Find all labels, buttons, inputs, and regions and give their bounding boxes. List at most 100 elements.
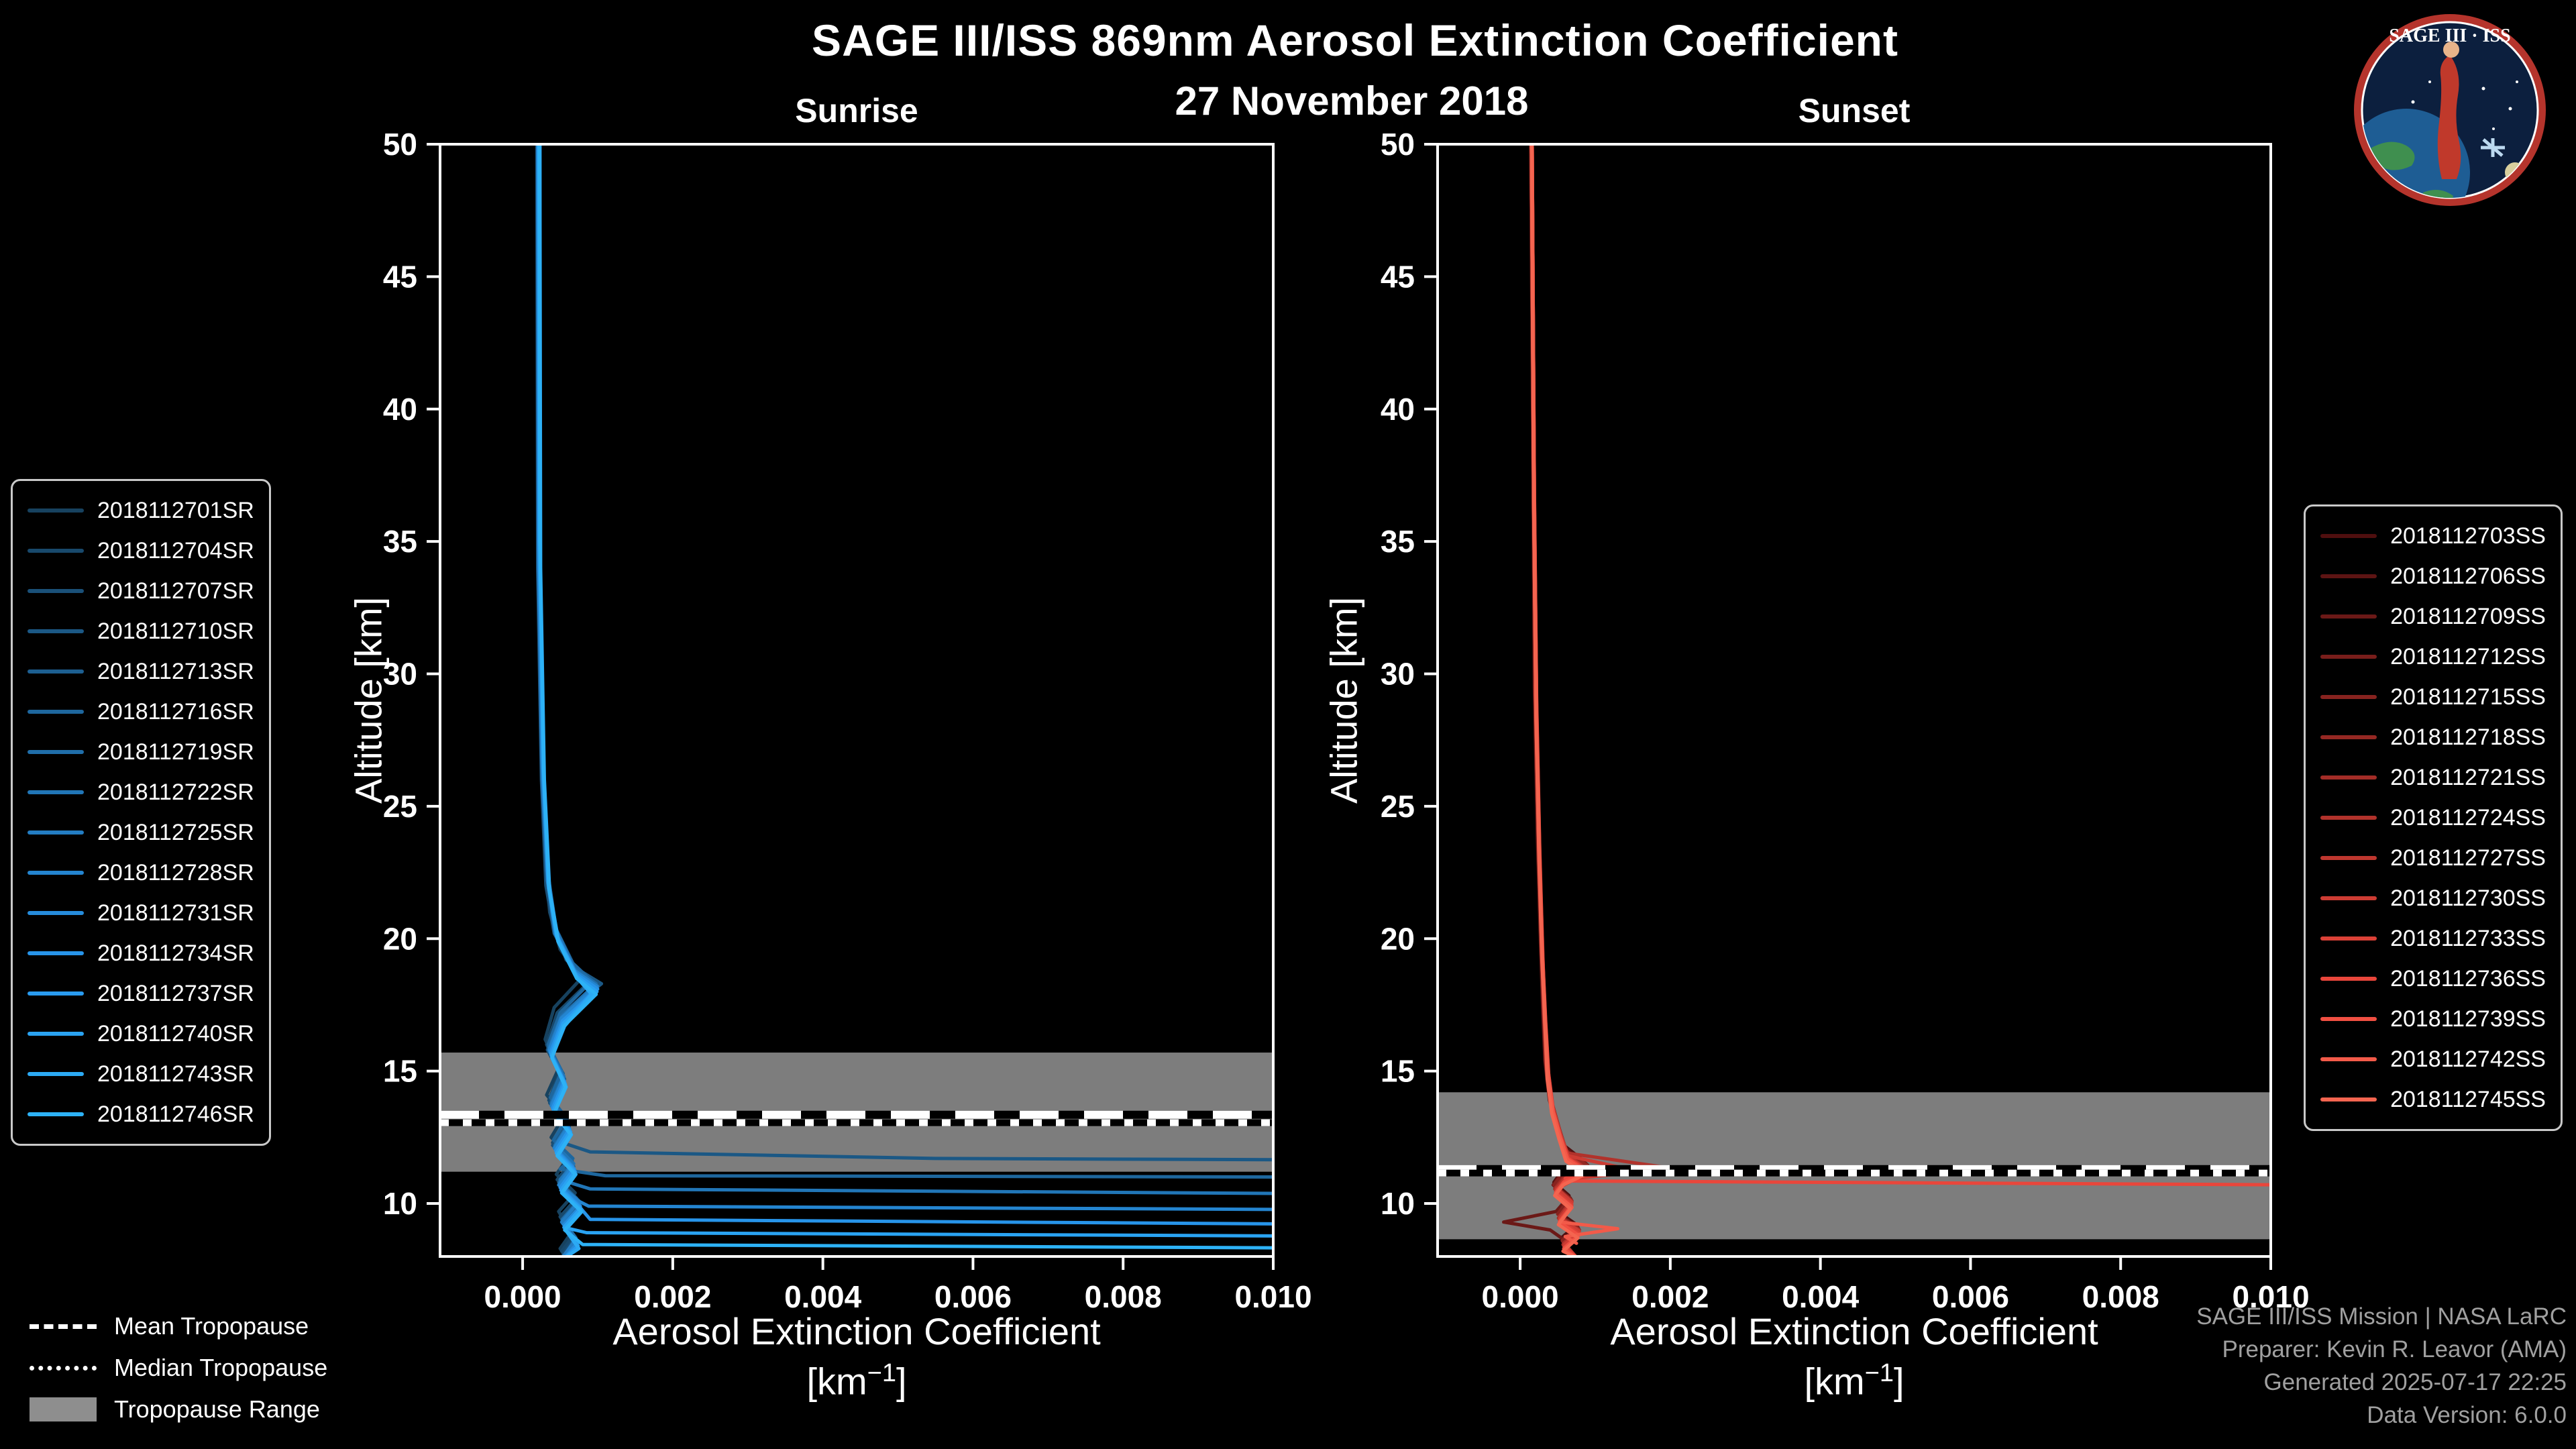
- y-tick-label: 50: [383, 127, 417, 162]
- legend-item: 2018112739SS: [2320, 999, 2546, 1039]
- mean-tropopause-legend-item: Mean Tropopause: [30, 1305, 327, 1347]
- profile-line-2018112742SS: [1530, 144, 1619, 1245]
- profile-line-2018112728SR: [537, 144, 1273, 1212]
- legend-item: 2018112728SR: [28, 853, 254, 893]
- legend-label: 2018112730SS: [2390, 885, 2546, 911]
- sunset-y-axis-label: Altitude [km]: [1322, 596, 1365, 804]
- profile-line-2018112712SS: [1530, 144, 1590, 1256]
- legend-label: 2018112733SS: [2390, 925, 2546, 951]
- legend-item: 2018112721SS: [2320, 757, 2546, 798]
- y-tick-label: 20: [383, 921, 417, 956]
- legend-label: 2018112737SR: [97, 980, 254, 1006]
- profile-line-2018112706SS: [1530, 144, 1588, 1256]
- earth-continent: [2369, 142, 2415, 170]
- y-tick-label: 30: [383, 657, 417, 692]
- iss-satellite-icon: [2481, 138, 2505, 157]
- legend-line-sample: [28, 669, 84, 674]
- profile-line-2018112722SR: [537, 144, 1273, 1195]
- legend-item: 2018112724SS: [2320, 798, 2546, 838]
- y-tick-label: 35: [1381, 524, 1415, 559]
- legend-label: 2018112727SS: [2390, 845, 2546, 871]
- y-tick-label: 10: [383, 1186, 417, 1221]
- profile-line-2018112715SS: [1529, 144, 1587, 1256]
- legend-label: 2018112724SS: [2390, 804, 2546, 830]
- y-tick-label: 25: [1381, 789, 1415, 824]
- x-tick-label: 0.006: [934, 1279, 1012, 1314]
- profile-line-2018112733SS: [1529, 144, 1589, 1256]
- legend-label: 2018112736SS: [2390, 965, 2546, 991]
- legend-item: 2018112701SR: [28, 490, 254, 531]
- legend-item: 2018112731SR: [28, 893, 254, 933]
- median-tropopause-label: Median Tropopause: [114, 1354, 328, 1381]
- profile-line-2018112746SR: [537, 144, 1273, 1250]
- y-tick-label: 45: [1381, 259, 1415, 294]
- median-tropopause-legend-item: Median Tropopause: [30, 1347, 327, 1389]
- x-tick-label: 0.002: [1631, 1279, 1709, 1314]
- x-axis-unit: [km−1]: [1804, 1358, 1904, 1403]
- x-axis-unit: [km−1]: [806, 1358, 907, 1403]
- legend-line-sample: [2320, 977, 2377, 981]
- legend-label: 2018112739SS: [2390, 1006, 2546, 1032]
- median-tropopause-line-sample: [30, 1365, 97, 1371]
- legend-item: 2018112707SR: [28, 571, 254, 611]
- y-tick-label: 30: [1381, 657, 1415, 692]
- legend-item: 2018112704SR: [28, 531, 254, 571]
- legend-label: 2018112728SR: [97, 859, 254, 885]
- legend-line-sample: [28, 951, 84, 955]
- sunrise-x-axis-label: Aerosol Extinction Coefficient [km−1]: [612, 1307, 1100, 1406]
- tropopause-range-legend-item: Tropopause Range: [30, 1389, 327, 1430]
- legend-item: 2018112706SS: [2320, 556, 2546, 596]
- figure-head: [2443, 42, 2459, 58]
- tropopause-range-sample: [30, 1397, 97, 1421]
- profile-line-2018112724SS: [1530, 144, 1680, 1256]
- tropopause-legend: Mean Tropopause Median Tropopause Tropop…: [30, 1305, 327, 1430]
- y-tick-label: 15: [383, 1054, 417, 1089]
- x-tick-label: 0.010: [1234, 1279, 1311, 1314]
- profile-line-2018112718SS: [1530, 144, 1591, 1256]
- footer-mission-line: SAGE III/ISS Mission | NASA LaRC: [2196, 1303, 2567, 1330]
- mission-logo: SAGE III · ISS: [2354, 14, 2546, 206]
- sunset-x-axis-label: Aerosol Extinction Coefficient [km−1]: [1610, 1307, 2098, 1406]
- legend-line-sample: [2320, 896, 2377, 900]
- legend-item: 2018112722SR: [28, 772, 254, 812]
- legend-label: 2018112743SR: [97, 1061, 254, 1087]
- legend-label: 2018112725SR: [97, 819, 254, 845]
- legend-line-sample: [2320, 574, 2377, 578]
- legend-line-sample: [2320, 614, 2377, 619]
- x-tick-label: 0.006: [1932, 1279, 2009, 1314]
- legend-label: 2018112707SR: [97, 578, 254, 604]
- x-tick-label: 0.004: [784, 1279, 862, 1314]
- legend-label: 2018112712SS: [2390, 643, 2546, 669]
- legend-label: 2018112704SR: [97, 537, 254, 564]
- y-tick-label: 40: [1381, 392, 1415, 427]
- legend-item: 2018112737SR: [28, 973, 254, 1014]
- legend-label: 2018112716SR: [97, 698, 254, 724]
- legend-label: 2018112731SR: [97, 900, 254, 926]
- sunrise-plot-frame: [439, 143, 1275, 1258]
- legend-label: 2018112734SR: [97, 940, 254, 966]
- profile-line-2018112710SR: [536, 144, 1273, 1162]
- legend-label: 2018112713SR: [97, 658, 254, 684]
- legend-item: 2018112715SS: [2320, 677, 2546, 717]
- legend-line-sample: [2320, 534, 2377, 538]
- legend-item: 2018112746SR: [28, 1094, 254, 1134]
- page-title: SAGE III/ISS 869nm Aerosol Extinction Co…: [812, 15, 1898, 65]
- y-tick-label: 35: [383, 524, 417, 559]
- legend-item: 2018112710SR: [28, 611, 254, 651]
- legend-item: 2018112713SR: [28, 651, 254, 692]
- legend-label: 2018112703SS: [2390, 523, 2546, 549]
- legend-label: 2018112721SS: [2390, 764, 2546, 790]
- sunrise-legend: 2018112701SR 2018112704SR 2018112707SR 2018…: [11, 479, 271, 1146]
- footer-preparer-line: Preparer: Kevin R. Leavor (AMA): [2222, 1336, 2567, 1362]
- stars: [2411, 80, 2518, 130]
- legend-line-sample: [28, 1112, 84, 1116]
- legend-label: 2018112701SR: [97, 497, 254, 523]
- x-tick-label: 0.000: [484, 1279, 561, 1314]
- legend-label: 2018112746SR: [97, 1101, 254, 1127]
- legend-label: 2018112715SS: [2390, 684, 2546, 710]
- y-tick-label: 15: [1381, 1054, 1415, 1089]
- legend-item: 2018112719SR: [28, 732, 254, 772]
- legend-item: 2018112734SR: [28, 933, 254, 973]
- x-axis-label-text: Aerosol Extinction Coefficient: [1610, 1310, 2098, 1352]
- legend-line-sample: [2320, 735, 2377, 739]
